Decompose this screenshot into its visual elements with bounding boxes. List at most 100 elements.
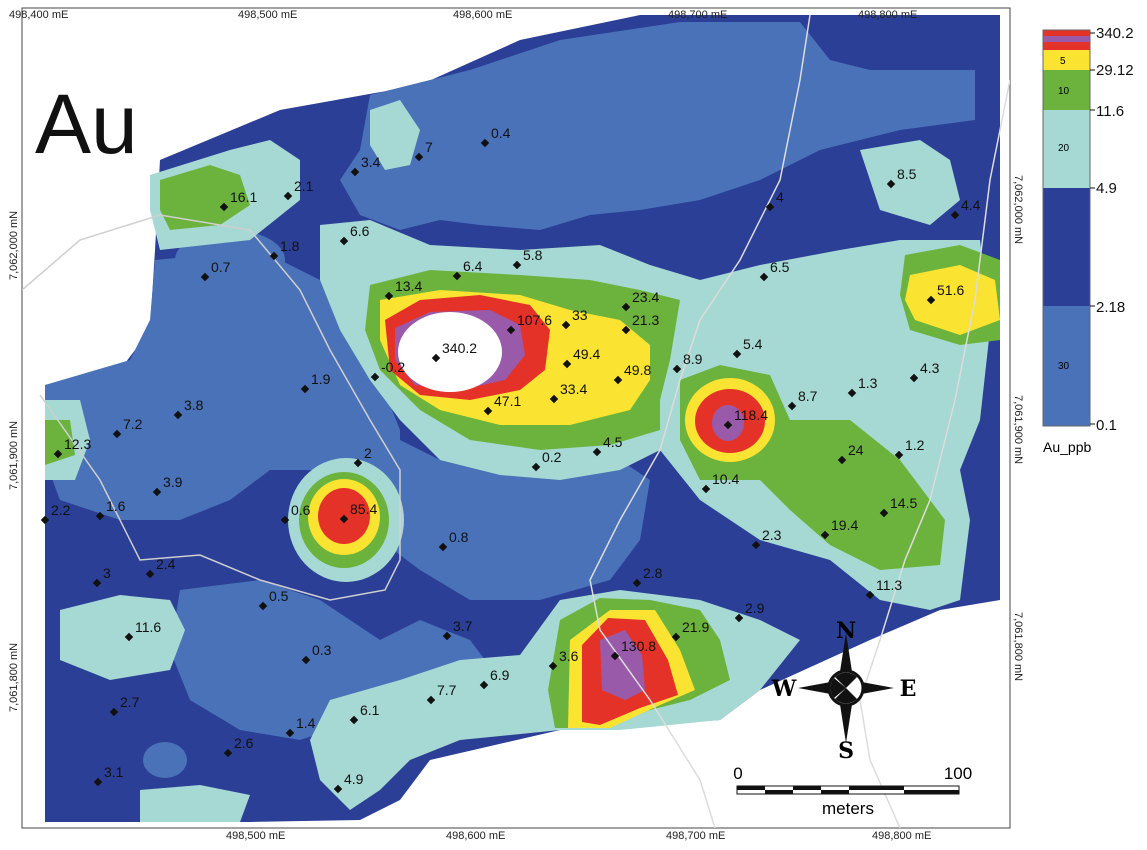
sample-point: 6.4 — [452, 258, 483, 281]
y-tick-left: 7,062,000 mN — [8, 211, 20, 280]
sample-value: 47.1 — [494, 393, 521, 409]
sample-point: 130.8 — [610, 638, 656, 661]
x-tick-bottom: 498,500 mE — [226, 830, 285, 842]
sample-marker — [865, 590, 875, 600]
sample-point: 2.9 — [734, 600, 765, 623]
sample-value: 340.2 — [442, 340, 477, 356]
sample-point: 2.8 — [632, 565, 663, 588]
road-line-3 — [859, 79, 1010, 828]
x-tick-top: 498,600 mE — [453, 9, 512, 21]
sample-value: 12.3 — [64, 436, 91, 452]
sample-point: 49.8 — [613, 362, 651, 385]
sample-point: 19.4 — [820, 517, 858, 540]
sample-point: 24 — [837, 442, 864, 465]
sample-value: -0.2 — [381, 359, 405, 375]
legend-swatch-green — [1043, 70, 1090, 110]
sample-marker — [531, 462, 541, 472]
sample-value: 4.5 — [603, 434, 623, 450]
sample-marker — [732, 349, 742, 359]
yellow-zone-51 — [905, 265, 1000, 335]
legend-break: 340.2 — [1096, 25, 1134, 42]
sample-point: 3.7 — [442, 618, 473, 641]
sample-point: 118.4 — [723, 407, 768, 430]
sample-point: 51.6 — [926, 282, 964, 305]
sample-point: 2.1 — [283, 178, 314, 201]
sample-marker — [414, 152, 424, 162]
sample-point: 0.4 — [480, 125, 511, 148]
sample-point: 33 — [561, 307, 588, 330]
x-tick-bottom: 498,800 mE — [872, 830, 931, 842]
legend-swatch-red — [1043, 30, 1090, 36]
cyan-zone-sw — [60, 595, 185, 680]
legend-band-label: 10 — [1058, 86, 1070, 97]
sample-value: 2.3 — [762, 527, 782, 543]
sample-marker — [479, 680, 489, 690]
sample-point: 4.5 — [592, 434, 623, 457]
sample-value: 0.5 — [269, 588, 289, 604]
sample-value: 0.8 — [449, 529, 469, 545]
sample-marker — [548, 661, 558, 671]
sample-value: 13.4 — [395, 278, 422, 294]
legend-break: 0.1 — [1096, 417, 1117, 434]
sample-point: 1.2 — [894, 437, 925, 460]
sample-point: 6.9 — [479, 667, 510, 690]
sample-marker — [592, 447, 602, 457]
sample-value: 49.4 — [573, 346, 600, 362]
sample-value: 118.4 — [734, 407, 768, 423]
sample-point: 0.6 — [280, 502, 311, 525]
sample-value: 3.1 — [104, 764, 124, 780]
sample-value: 11.6 — [135, 619, 161, 635]
sample-point: -0.2 — [370, 359, 405, 382]
sample-value: 8.9 — [683, 351, 703, 367]
scale-unit: meters — [822, 799, 874, 818]
sample-point: 4.3 — [909, 360, 940, 383]
legend-band-label: 30 — [1058, 361, 1070, 372]
sample-marker — [426, 695, 436, 705]
scale-start: 0 — [733, 764, 742, 783]
sample-marker — [269, 251, 279, 261]
sample-marker — [438, 542, 448, 552]
sample-value: 130.8 — [621, 638, 656, 654]
legend-swatch-cyan — [1043, 110, 1090, 188]
y-axis-right: 7,062,000 mN 7,061,900 mN 7,061,800 mN — [1012, 175, 1024, 681]
sample-marker — [926, 295, 936, 305]
sample-value: 33.4 — [560, 381, 587, 397]
sample-point: 6.1 — [349, 702, 380, 725]
blue-zone-west — [45, 250, 400, 520]
legend-swatch-blue — [1043, 306, 1090, 426]
road-line — [22, 214, 401, 601]
contour-layer — [22, 14, 1010, 828]
legend-swatch-purple — [1043, 36, 1090, 42]
sample-value: 1.8 — [280, 238, 300, 254]
legend-break: 2.18 — [1096, 299, 1125, 316]
sample-value: 8.7 — [798, 388, 818, 404]
sample-marker — [621, 302, 631, 312]
sample-marker — [333, 784, 343, 794]
sample-marker — [751, 540, 761, 550]
sample-marker — [353, 458, 363, 468]
sample-marker — [610, 651, 620, 661]
legend-title: Au_ppb — [1043, 439, 1091, 455]
legend-swatch-red2 — [1043, 42, 1090, 50]
sample-value: 4.9 — [344, 771, 364, 787]
sample-point: 3.6 — [548, 648, 579, 671]
sample-value: 3.7 — [453, 618, 473, 634]
sample-point: 5.8 — [512, 247, 543, 270]
purple-zone-130 — [600, 630, 645, 700]
sample-value: 5.8 — [523, 247, 543, 263]
sample-value: 11.3 — [876, 577, 902, 593]
map-title: Au — [35, 77, 138, 171]
sample-marker — [549, 394, 559, 404]
legend-band-label: 20 — [1058, 143, 1070, 154]
sample-value: 6.9 — [490, 667, 510, 683]
sample-marker — [431, 353, 441, 363]
sample-value: 10.4 — [712, 471, 739, 487]
sample-point: 1.9 — [300, 371, 331, 394]
sample-value: 2.4 — [156, 556, 176, 572]
sample-marker — [384, 291, 394, 301]
legend-band-label: 5 — [1060, 56, 1066, 67]
sample-value: 7 — [425, 139, 433, 155]
sample-value: 4.4 — [961, 197, 981, 213]
sample-value: 49.8 — [624, 362, 651, 378]
